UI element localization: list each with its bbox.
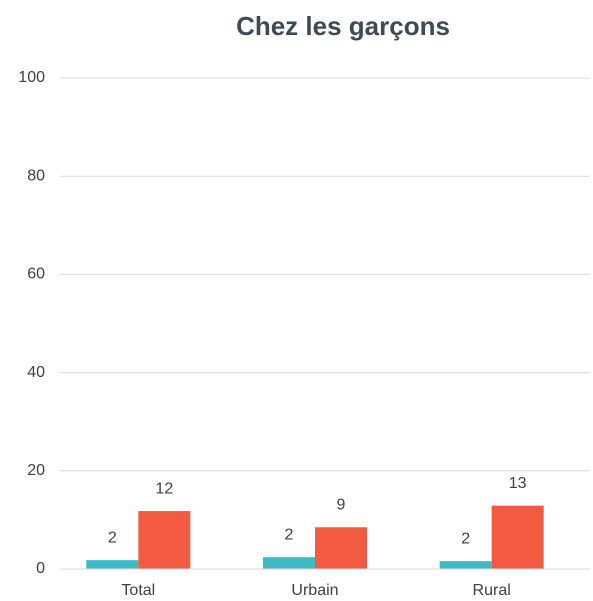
bar	[491, 505, 544, 569]
y-tick-label: 0	[36, 560, 45, 577]
bar	[439, 561, 492, 569]
y-tick-label: 40	[27, 364, 45, 381]
data-label: 2	[285, 526, 294, 543]
data-label: 2	[108, 529, 117, 546]
bar	[86, 560, 139, 569]
x-tick-label: Rural	[473, 582, 511, 599]
y-tick-label: 20	[27, 462, 45, 479]
y-tick-label: 80	[27, 167, 45, 184]
x-tick-label: Urbain	[291, 582, 338, 599]
y-tick-label: 60	[27, 266, 45, 283]
data-label: 13	[509, 475, 527, 492]
bar	[263, 557, 315, 569]
data-label: 9	[337, 496, 346, 513]
bar	[138, 511, 191, 569]
y-tick-label: 100	[18, 69, 45, 86]
x-tick-label: Total	[121, 582, 155, 599]
chart-title: Chez les garçons	[236, 11, 450, 41]
data-label: 2	[461, 530, 470, 547]
data-label: 12	[155, 480, 173, 497]
bar	[315, 527, 367, 569]
